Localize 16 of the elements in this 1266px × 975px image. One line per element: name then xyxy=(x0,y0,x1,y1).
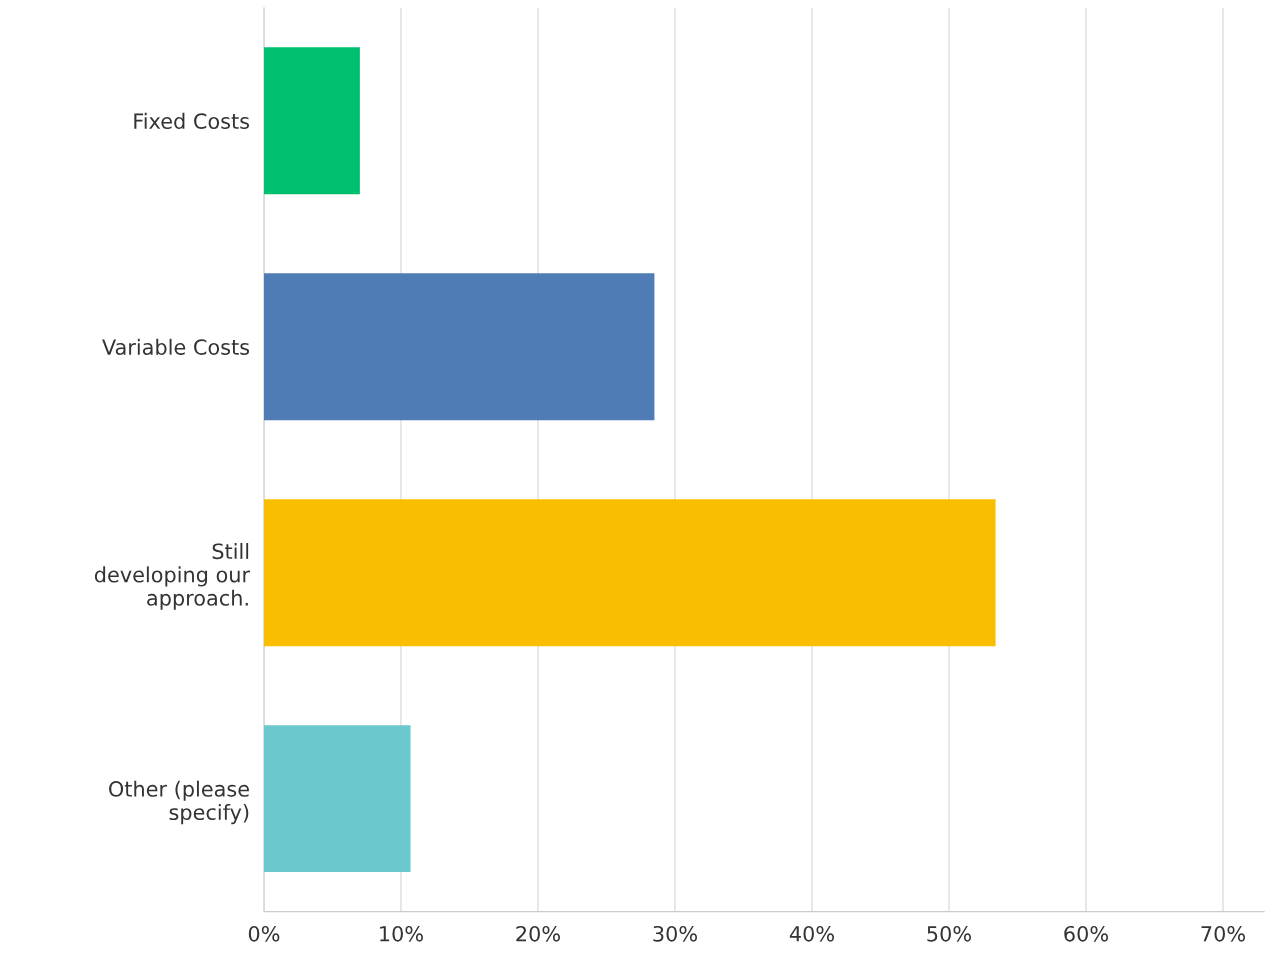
y-tick-label: Variable Costs xyxy=(102,338,250,355)
x-tick-label: 20% xyxy=(516,925,560,942)
x-tick-label: 10% xyxy=(380,925,423,942)
y-tick-label: Fixed Costs xyxy=(134,112,250,129)
bar xyxy=(263,725,411,873)
bar xyxy=(263,499,996,647)
x-tick-label: 50% xyxy=(927,925,971,942)
bar xyxy=(263,273,655,421)
x-tick-label: 0% xyxy=(248,925,280,942)
x-tick-label: 40% xyxy=(789,925,834,942)
x-tick-label: 60% xyxy=(1064,925,1108,942)
bar xyxy=(263,47,360,195)
y-tick-label: Still developing our approach. xyxy=(94,543,251,610)
x-tick-label: 30% xyxy=(653,925,697,942)
y-tick-label: Other (please specify) xyxy=(109,780,249,825)
x-tick-label: 70% xyxy=(1201,925,1245,942)
